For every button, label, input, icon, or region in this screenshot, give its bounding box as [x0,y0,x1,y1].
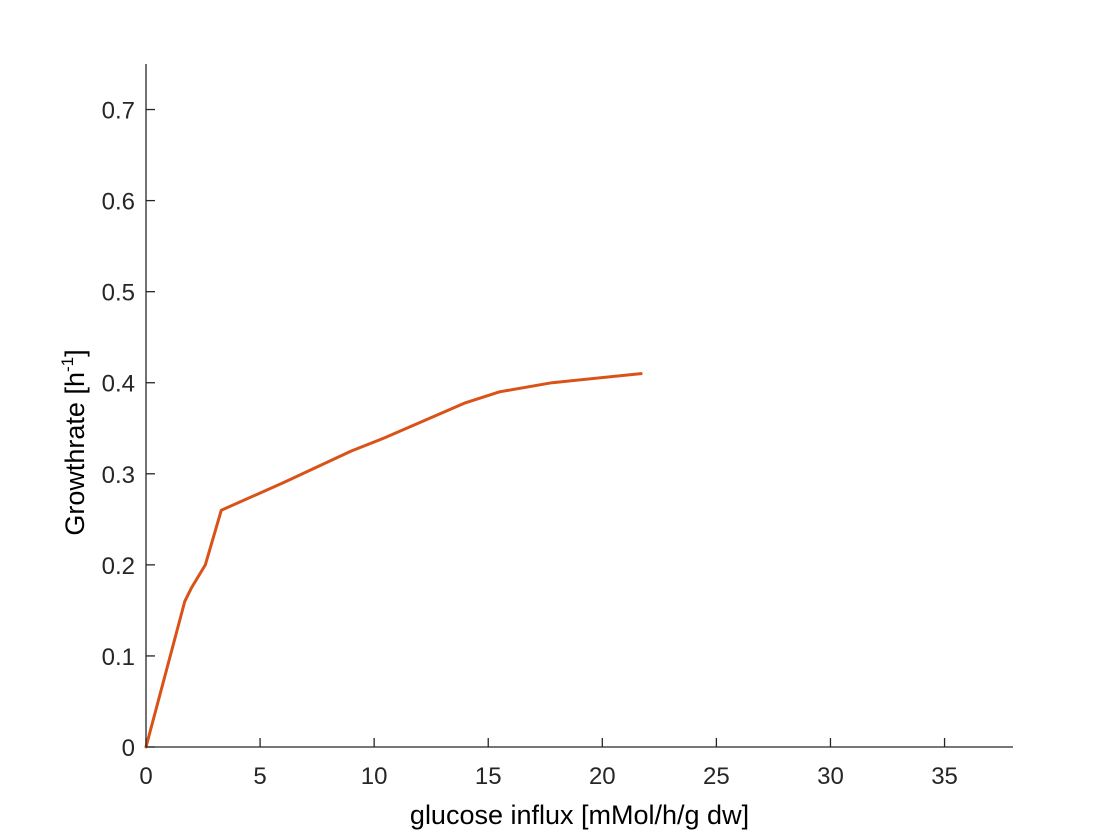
y-tick-label: 0.3 [102,462,135,489]
y-tick-label: 0.2 [102,553,135,580]
y-axis-title-superscript: -1 [58,357,77,372]
y-axis-title: Growthrate [h-1] [58,349,90,535]
growthrate-series-line [144,372,643,749]
x-tick-label: 15 [475,763,502,790]
x-tick-label: 25 [703,763,730,790]
series-layer [144,372,643,749]
y-tick-label: 0.6 [102,189,135,216]
y-axis-ticks: 0 0.1 0.2 0.3 0.4 0.5 0.6 0.7 [102,98,155,762]
x-tick-label: 20 [589,763,616,790]
y-axis-title-base: Growthrate [h [60,372,90,536]
x-tick-label: 0 [139,763,152,790]
y-tick-label: 0.7 [102,98,135,125]
y-tick-label: 0.5 [102,280,135,307]
y-tick-label: 0.1 [102,644,135,671]
x-tick-label: 5 [253,763,266,790]
y-axis-title-suffix: ] [60,349,90,357]
x-axis-title: glucose influx [mMol/h/g dw] [410,800,749,830]
y-tick-label: 0 [122,735,135,762]
x-tick-label: 35 [931,763,958,790]
y-tick-label: 0.4 [102,371,135,398]
x-tick-label: 10 [361,763,388,790]
x-axis-ticks: 0 5 10 15 20 25 30 35 [139,738,958,790]
x-tick-label: 30 [817,763,844,790]
